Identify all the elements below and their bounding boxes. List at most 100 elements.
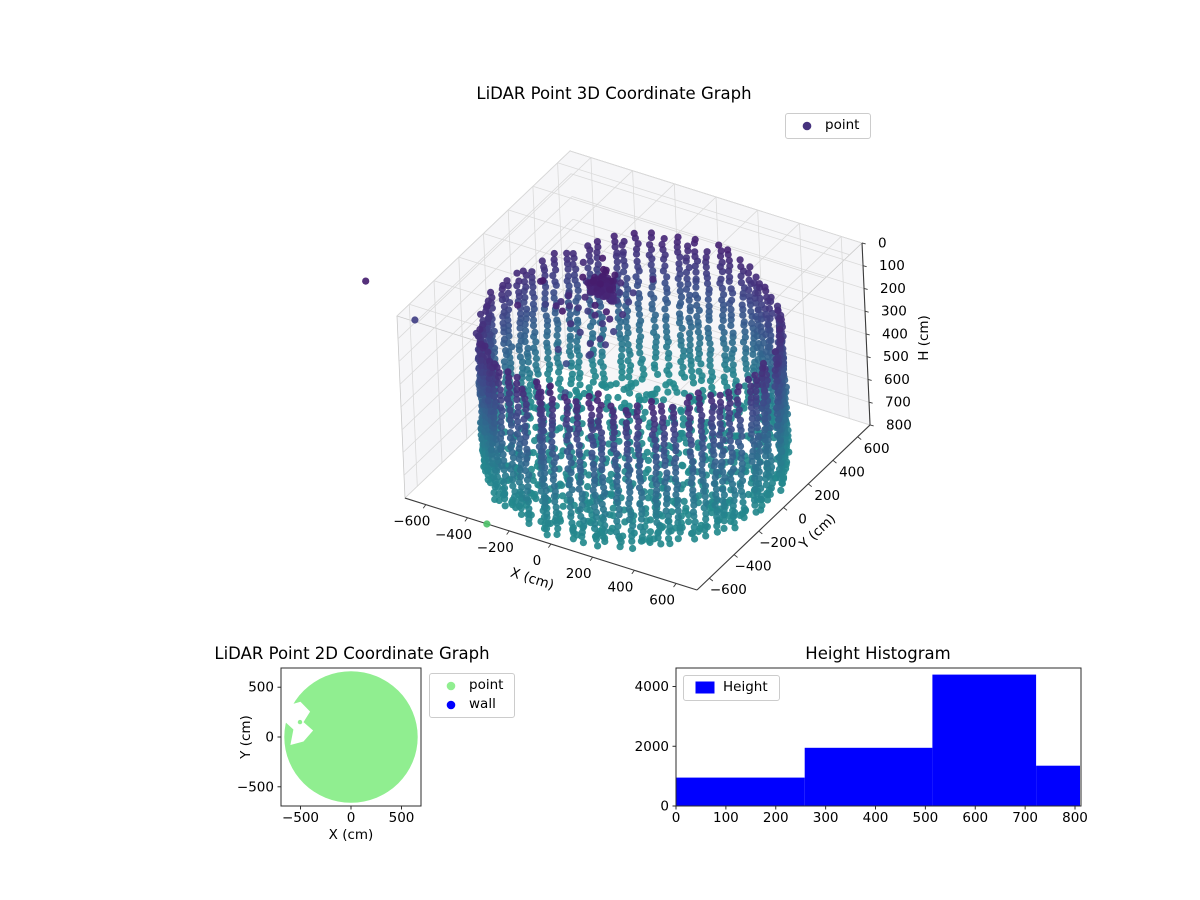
scatter-point: [590, 367, 598, 375]
scatter-point: [507, 421, 516, 429]
scatter-point: [620, 268, 628, 276]
legend-label: point: [469, 677, 504, 694]
scatter-point: [759, 364, 767, 372]
scatter-point: [541, 494, 550, 502]
scatter-point: [627, 511, 635, 519]
scatter-point: [686, 335, 694, 343]
scatter-point: [554, 325, 562, 333]
scatter-point: [705, 302, 713, 310]
scatter-point: [548, 406, 557, 414]
scatter-point: [540, 263, 548, 271]
scatter-point: [720, 291, 728, 299]
scatter-point: [514, 409, 522, 417]
scatter-point: [500, 478, 508, 487]
scatter-point: [778, 448, 786, 456]
scatter-point: [645, 251, 653, 259]
scatter-point: [635, 468, 644, 476]
x-tick-label: 800: [1062, 810, 1088, 826]
scatter-point: [707, 346, 715, 354]
scatter-point: [704, 295, 712, 304]
scatter-point: [691, 235, 699, 244]
scatter-point: [676, 524, 684, 532]
h-axis-label: H (cm): [916, 315, 932, 361]
scatter-point: [727, 444, 735, 452]
scatter-point: [552, 508, 561, 516]
scatter-point: [687, 436, 695, 444]
scatter-point: [532, 338, 540, 346]
scatter-point: [653, 486, 661, 494]
scatter-point: [705, 334, 713, 342]
scatter-point: [594, 260, 602, 268]
scatter-point: [730, 486, 738, 494]
scatter-point: [686, 341, 694, 349]
scatter-point: [628, 537, 636, 545]
h-tick-label: 400: [882, 326, 908, 342]
scatter-point: [695, 306, 703, 314]
scatter-point: [634, 278, 643, 286]
scatter-point: [585, 384, 593, 392]
scatter-point: [589, 330, 597, 338]
y-tick-label: −200: [759, 535, 796, 551]
scatter-point: [513, 269, 521, 277]
scatter-point: [497, 418, 505, 426]
scatter-point: [753, 376, 761, 384]
scatter-point: [758, 381, 767, 389]
scatter-point: [706, 362, 714, 370]
scatter-point: [546, 382, 554, 390]
scatter-point: [507, 359, 515, 367]
scatter-point: [598, 254, 607, 262]
scatter-point: [497, 391, 505, 400]
scatter-point: [613, 495, 621, 503]
scatter-point: [649, 275, 657, 283]
scatter-point: [550, 256, 558, 264]
scatter-point: [649, 409, 658, 417]
scatter-point: [663, 485, 672, 493]
scatter-point: [719, 447, 728, 455]
scatter-point: [523, 412, 531, 420]
scatter-point: [763, 491, 772, 499]
scatter-point: [543, 531, 551, 539]
scatter-point: [513, 380, 521, 388]
histogram-bar: [1036, 765, 1080, 806]
scatter-point: [500, 308, 508, 316]
scatter-point: [674, 248, 682, 256]
scatter-point: [576, 478, 584, 487]
scatter-point: [553, 316, 561, 324]
scatter-point: [746, 388, 755, 396]
scatter-point: [501, 502, 509, 510]
scatter-point: [541, 289, 549, 297]
scatter-point: [573, 413, 582, 421]
scatter-point: [517, 504, 525, 512]
scatter-point: [543, 328, 552, 336]
scatter-point: [693, 312, 701, 321]
scatter-point: [500, 335, 509, 343]
scatter-point: [735, 406, 743, 414]
scatter-point: [702, 510, 710, 518]
scatter-point: [702, 253, 710, 261]
scatter-point: [669, 403, 677, 411]
scatter-point: [658, 407, 666, 415]
scatter-point: [728, 339, 737, 347]
scatter-point: [531, 437, 539, 445]
gridline: [570, 173, 864, 267]
x-tick-label: 600: [649, 592, 675, 608]
scatter-point: [744, 269, 753, 277]
y-tick-label: 2000: [635, 739, 669, 755]
scatter-point: [722, 345, 730, 353]
scatter-point: [696, 339, 704, 347]
scatter-point: [652, 496, 660, 504]
scatter-point: [647, 261, 655, 269]
scatter-point: [609, 418, 617, 426]
scatter-point: [521, 422, 529, 430]
scatter-point: [517, 510, 526, 518]
scatter-point: [718, 296, 726, 304]
scatter-point: [665, 362, 673, 370]
scatter-point: [515, 277, 523, 285]
scatter-point: [559, 502, 567, 510]
scatter-point: [664, 512, 673, 520]
scatter-point: [725, 419, 734, 427]
scatter-point: [565, 347, 574, 356]
histogram-bar: [932, 674, 1037, 806]
scatter-point: [524, 358, 533, 366]
scatter-point: [632, 250, 641, 258]
